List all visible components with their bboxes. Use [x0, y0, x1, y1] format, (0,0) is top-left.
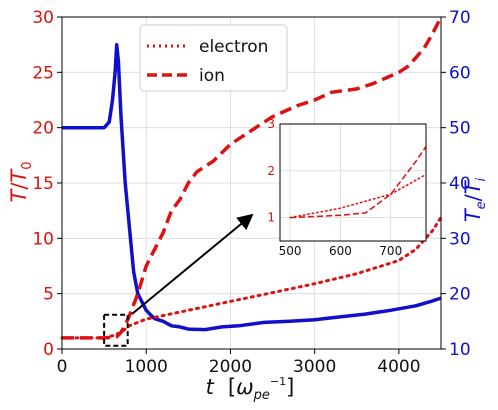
- inset-y-tick-label-0: 1: [267, 211, 275, 225]
- series-line-te-ti-ratio: [62, 42, 442, 332]
- inset-x-tick-label-1: 600: [329, 244, 352, 258]
- right-axis-ticks: 10 20 30 40 50 60 70: [441, 8, 471, 360]
- inset-x-tick-label-0: 500: [279, 244, 302, 258]
- x-tick-label-2: 2000: [209, 357, 252, 377]
- y-right-axis-title: Te/Ti: [461, 177, 489, 222]
- series-line-ion: [62, 16, 443, 340]
- x-tick-label-1: 1000: [125, 357, 168, 377]
- y-right-tick-label-1: 20: [449, 285, 471, 305]
- y-right-tick-label-6: 70: [449, 8, 471, 28]
- y-left-tick-label-2: 10: [32, 229, 54, 249]
- inset-area: [280, 124, 426, 241]
- x-tick-label-3: 3000: [293, 357, 336, 377]
- x-axis-title: t [ωpe−1]: [206, 375, 295, 403]
- inset-y-tick-label-2: 3: [267, 117, 275, 131]
- y-left-tick-label-1: 5: [43, 285, 54, 305]
- y-left-tick-label-3: 15: [32, 174, 54, 194]
- y-right-tick-label-0: 10: [449, 340, 471, 360]
- legend-label-ion: ion: [199, 66, 225, 86]
- legend: electron ion: [139, 24, 288, 92]
- inset-series: [289, 146, 427, 219]
- y-right-tick-label-2: 30: [449, 229, 471, 249]
- inset-frame: [279, 123, 427, 242]
- y-left-tick-label-5: 25: [32, 63, 54, 83]
- y-right-tick-label-5: 60: [449, 63, 471, 83]
- x-tick-label-0: 0: [57, 357, 68, 377]
- bottom-axis-ticks: 0 1000 2000 3000 4000: [57, 349, 421, 377]
- inset-series-line-electron: [289, 173, 427, 219]
- zoom-box: [103, 313, 129, 347]
- zoom-arrow: [131, 213, 254, 315]
- y-right-tick-label-3: 40: [449, 174, 471, 194]
- main-series: [60, 16, 443, 340]
- left-axis-ticks: 0 5 10 15 20 25 30: [32, 8, 62, 360]
- inset-series-line-ion: [290, 146, 427, 219]
- y-left-tick-label-0: 0: [43, 340, 54, 360]
- inset-x-tick-label-2: 700: [379, 244, 402, 258]
- inset-y-tick-label-1: 2: [267, 164, 275, 178]
- y-right-tick-label-4: 50: [449, 119, 471, 139]
- y-left-tick-label-6: 30: [32, 8, 54, 28]
- y-left-tick-label-4: 20: [32, 119, 54, 139]
- y-left-axis-title: T/T0: [7, 161, 35, 202]
- inset-ticks: 500 600 700 1 2 3: [267, 117, 402, 258]
- x-tick-label-4: 4000: [377, 357, 420, 377]
- legend-label-electron: electron: [199, 37, 268, 57]
- legend-box: [139, 24, 288, 92]
